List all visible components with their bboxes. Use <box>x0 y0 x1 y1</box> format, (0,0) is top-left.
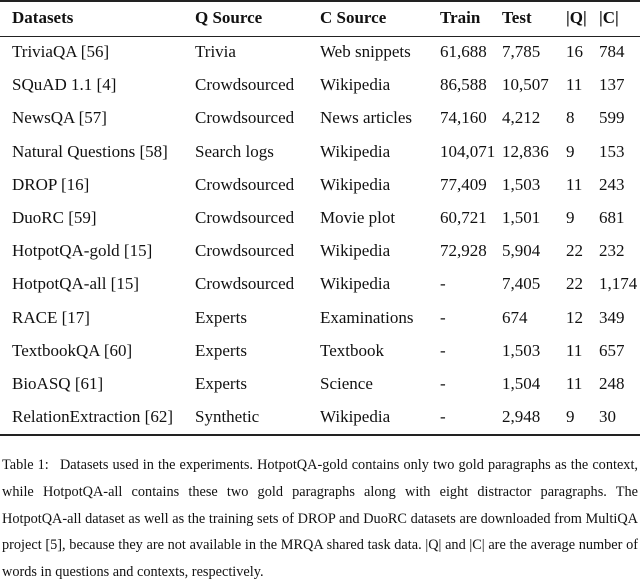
table-cell: Experts <box>195 307 247 327</box>
header-cell: Test <box>502 8 532 27</box>
table-cell: Textbook <box>320 340 384 360</box>
table-cell: 243 <box>599 174 625 194</box>
table-cell: 9 <box>566 208 575 227</box>
table-cell: RelationExtraction [62] <box>12 407 173 427</box>
table-cell: 16 <box>566 42 583 61</box>
table-cell: - <box>440 274 446 294</box>
table-cell: 349 <box>599 307 625 327</box>
table-cell: 61,688 <box>440 42 487 61</box>
table-cell: Wikipedia <box>320 407 391 427</box>
table-cell: Crowdsourced <box>195 108 295 128</box>
table-cell: RACE [17] <box>12 307 90 327</box>
table-cell: 674 <box>502 307 528 327</box>
table-cell: 784 <box>599 42 625 61</box>
table-cell: Wikipedia <box>320 174 391 194</box>
bottom-rule <box>0 434 640 436</box>
table-cell: 86,588 <box>440 75 487 95</box>
header-rule <box>0 36 640 37</box>
table-cell: Trivia <box>195 42 236 61</box>
table-cell: 1,503 <box>502 340 541 360</box>
table-cell: Crowdsourced <box>195 241 295 261</box>
table-cell: 11 <box>566 174 583 194</box>
table-cell: 1,504 <box>502 374 541 393</box>
table-cell: 4,212 <box>502 108 541 128</box>
table-cell: Crowdsourced <box>195 274 295 294</box>
header-cell: |C| <box>599 8 619 27</box>
table-cell: 153 <box>599 141 625 161</box>
table-cell: 30 <box>599 407 616 427</box>
table-cell: Crowdsourced <box>195 75 295 95</box>
table-cell: Experts <box>195 340 247 360</box>
header-cell: |Q| <box>566 8 587 27</box>
table-cell: Examinations <box>320 307 414 327</box>
table-cell: Movie plot <box>320 208 396 227</box>
table-cell: 10,507 <box>502 75 549 95</box>
table-cell: HotpotQA-all [15] <box>12 274 140 294</box>
table-cell: Web snippets <box>320 42 411 61</box>
table-cell: TriviaQA [56] <box>12 42 110 61</box>
table-cell: 9 <box>566 407 575 427</box>
table-cell: Experts <box>195 374 247 393</box>
table-cell: Crowdsourced <box>195 174 295 194</box>
table-cell: - <box>440 340 446 360</box>
table-cell: 7,405 <box>502 274 541 294</box>
table-cell: 1,503 <box>502 174 541 194</box>
table-cell: 74,160 <box>440 108 487 128</box>
table-cell: 248 <box>599 374 625 393</box>
table-cell: 77,409 <box>440 174 487 194</box>
table-cell: Synthetic <box>195 407 260 427</box>
table-cell: 5,904 <box>502 241 541 261</box>
table-cell: SQuAD 1.1 [4] <box>12 75 117 95</box>
table-cell: 12,836 <box>502 141 549 161</box>
table-cell: - <box>440 407 446 427</box>
header-cell: Datasets <box>12 8 74 27</box>
table-cell: 232 <box>599 241 625 261</box>
table-cell: 8 <box>566 108 575 128</box>
table-cell: Wikipedia <box>320 75 391 95</box>
table-cell: Search logs <box>195 141 274 161</box>
table-cell: 7,785 <box>502 42 541 61</box>
table-cell: 11 <box>566 374 583 393</box>
table-cell: 9 <box>566 141 575 161</box>
table-cell: 2,948 <box>502 407 541 427</box>
table-cell: 104,071 <box>440 141 496 161</box>
table-cell: NewsQA [57] <box>12 108 107 128</box>
table-cell: 1,174 <box>599 274 638 294</box>
table-cell: 1,501 <box>502 208 541 227</box>
table-cell: 681 <box>599 208 625 227</box>
table-cell: 599 <box>599 108 625 128</box>
table-cell: Wikipedia <box>320 141 391 161</box>
table-cell: Wikipedia <box>320 274 391 294</box>
table-cell: - <box>440 307 446 327</box>
table-cell: - <box>440 374 446 393</box>
table-cell: Crowdsourced <box>195 208 295 227</box>
table-cell: 137 <box>599 75 625 95</box>
table-cell: 11 <box>566 340 583 360</box>
table-cell: News articles <box>320 108 413 128</box>
table-cell: 12 <box>566 307 583 327</box>
header-cell: C Source <box>320 8 387 27</box>
table-cell: 22 <box>566 241 583 261</box>
table-cell: DROP [16] <box>12 174 90 194</box>
table-cell: 22 <box>566 274 583 294</box>
top-rule <box>0 0 640 2</box>
table-cell: 657 <box>599 340 625 360</box>
table-cell: Science <box>320 374 373 393</box>
table-cell: HotpotQA-gold [15] <box>12 241 153 261</box>
table-cell: Wikipedia <box>320 241 391 261</box>
table-cell: TextbookQA [60] <box>12 340 133 360</box>
table-cell: 60,721 <box>440 208 487 227</box>
table-cell: 72,928 <box>440 241 487 261</box>
header-cell: Q Source <box>195 8 263 27</box>
table-cell: Natural Questions [58] <box>12 141 168 161</box>
table-cell: DuoRC [59] <box>12 208 97 227</box>
header-cell: Train <box>440 8 481 27</box>
table-cell: BioASQ [61] <box>12 374 104 393</box>
table-cell: 11 <box>566 75 583 95</box>
caption: Table 1: Datasets used in the experiment… <box>2 457 638 579</box>
